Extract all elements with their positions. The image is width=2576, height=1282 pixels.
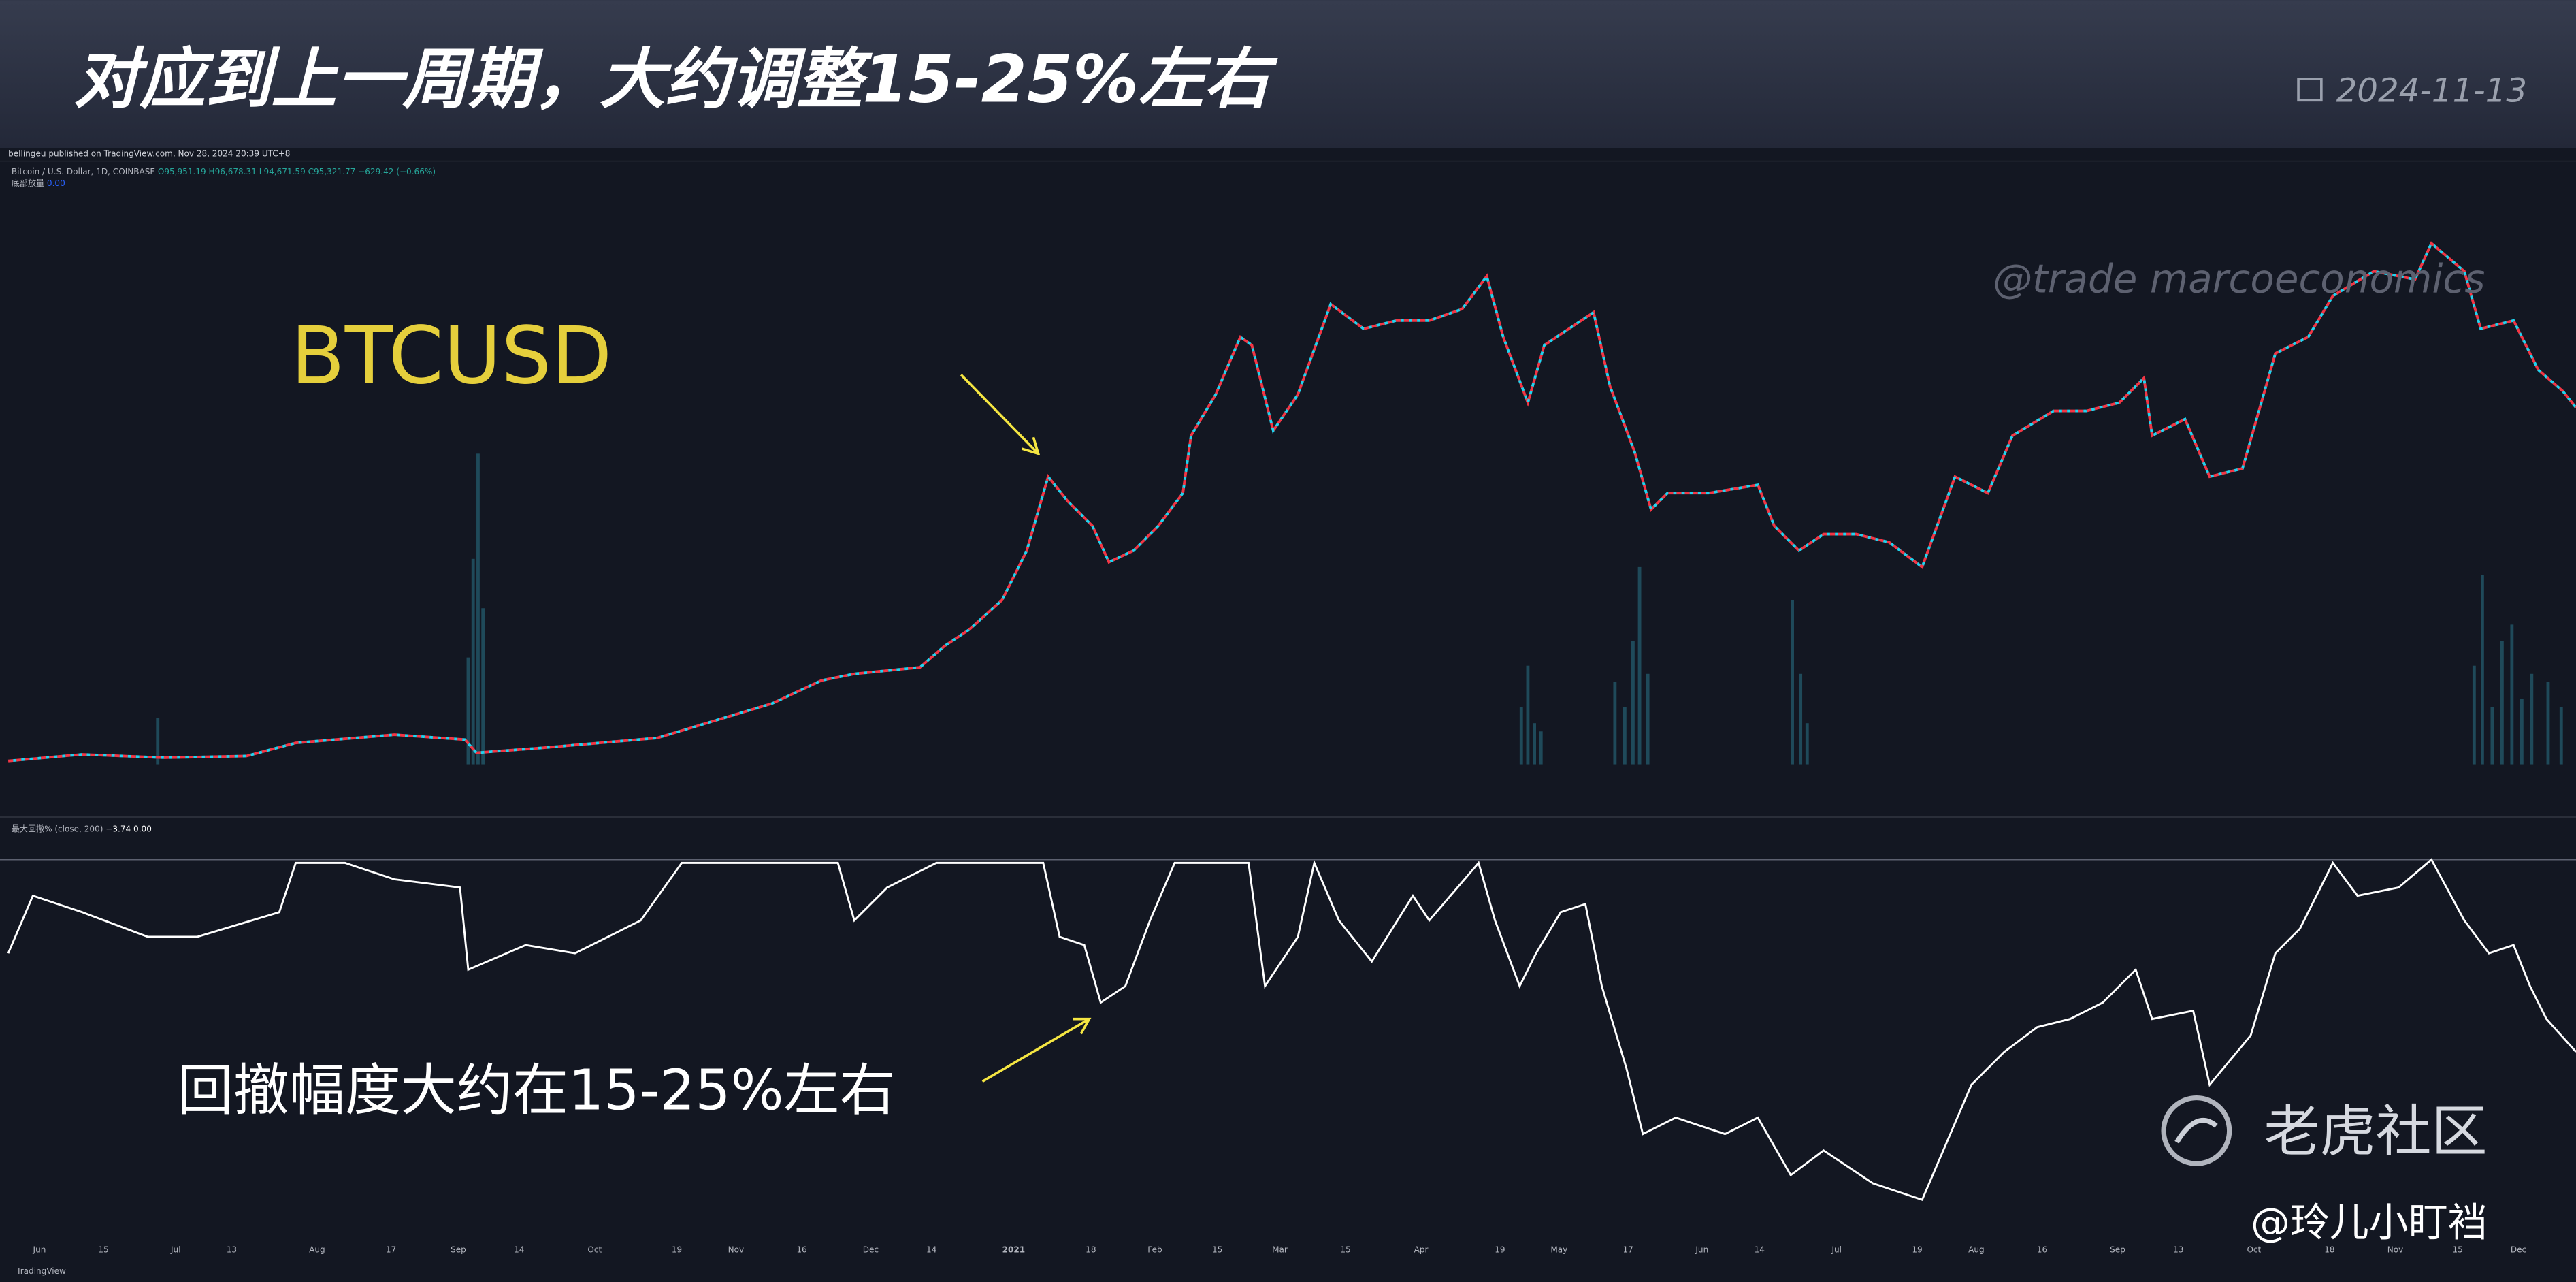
volume-line: 底部放量 0.00: [12, 178, 65, 188]
volume-bars: [156, 453, 2563, 765]
x-tick-label: 13: [2173, 1245, 2183, 1254]
low: L94,671.59: [259, 167, 306, 176]
x-tick-label: Nov: [728, 1245, 745, 1254]
x-tick-label: 2021: [1002, 1245, 1026, 1254]
x-tick-label: Aug: [1968, 1245, 1985, 1254]
high: H96,678.31: [209, 167, 257, 176]
chart-bg: [0, 148, 2576, 1282]
symbol: Bitcoin / U.S. Dollar, 1D, COINBASE: [12, 167, 155, 176]
logo: [2161, 1095, 2232, 1166]
brand: TradingView: [16, 1266, 66, 1276]
community: 老虎社区: [2264, 1100, 2487, 1164]
x-tick-label: Mar: [1272, 1245, 1288, 1254]
x-tick-label: Oct: [587, 1245, 602, 1254]
volume-label: 底部放量: [12, 178, 44, 188]
x-tick-label: 16: [796, 1245, 806, 1254]
open: O95,951.19: [158, 167, 206, 176]
indicator-value1: −3.74: [105, 824, 131, 834]
x-tick-label: 14: [1755, 1245, 1765, 1254]
calendar-icon: [2297, 78, 2323, 102]
x-tick-label: 19: [1495, 1245, 1505, 1254]
x-tick-label: 15: [1212, 1245, 1222, 1254]
arrow-top: [960, 374, 1041, 456]
x-tick-label: 17: [386, 1245, 396, 1254]
price-line-alt: [7, 241, 2576, 763]
x-tick-label: 19: [1912, 1245, 1922, 1254]
x-tick-label: 18: [1086, 1245, 1096, 1254]
x-tick-label: 15: [1340, 1245, 1350, 1254]
price-line: [7, 241, 2576, 763]
x-tick-label: 14: [514, 1245, 524, 1254]
x-tick-label: Nov: [2387, 1245, 2404, 1254]
price-label: BTCUSD: [291, 310, 612, 402]
x-tick-label: 19: [672, 1245, 682, 1254]
x-tick-label: Jul: [170, 1245, 181, 1254]
x-axis: Jun 15 Jul 13 Aug 17 Sep 14 Oct 19 Nov 16 Dec 14 2021 1…: [33, 1245, 2527, 1254]
x-tick-label: 15: [98, 1245, 108, 1254]
indicator-value2: 0.00: [133, 824, 152, 834]
publisher: bellingeu published on TradingView.com, …: [8, 148, 290, 158]
change: −629.42 (−0.66%): [358, 167, 436, 176]
x-tick-label: Dec: [863, 1245, 879, 1254]
x-tick-label: Aug: [309, 1245, 325, 1254]
indicator-name: 最大回撤% (close, 200): [12, 824, 103, 834]
arrow-bottom: [981, 1017, 1092, 1083]
volume-value: 0.00: [47, 178, 65, 188]
x-tick-label: Apr: [1414, 1245, 1429, 1254]
x-tick-label: Sep: [451, 1245, 466, 1254]
annotation: 回撤幅度大约在15-25%左右: [178, 1058, 896, 1123]
x-tick-label: Jun: [1695, 1245, 1708, 1254]
x-tick-label: Feb: [1147, 1245, 1162, 1254]
x-tick-label: 13: [227, 1245, 237, 1254]
author: @玲儿小盯裆: [2251, 1199, 2488, 1245]
x-tick-label: Sep: [2110, 1245, 2125, 1254]
title: 对应到上一周期，大约调整15-25%左右: [74, 41, 1279, 118]
x-tick-label: 15: [2453, 1245, 2463, 1254]
date: 2024-11-13: [2336, 72, 2528, 110]
x-tick-label: Jul: [1831, 1245, 1842, 1254]
x-tick-label: 18: [2324, 1245, 2334, 1254]
x-tick-label: 14: [926, 1245, 936, 1254]
drawdown-line: [7, 858, 2576, 1202]
header-bg: [0, 0, 2576, 148]
x-tick-label: 16: [2037, 1245, 2047, 1254]
x-tick-label: Jun: [33, 1245, 46, 1254]
x-tick-label: Oct: [2247, 1245, 2261, 1254]
watermark: @trade marcoeconomics: [1993, 256, 2485, 302]
close: C95,321.77: [308, 167, 356, 176]
x-tick-label: 17: [1623, 1245, 1633, 1254]
indicator-line: 最大回撤% (close, 200) −3.74 0.00: [12, 824, 152, 834]
symbol-line: Bitcoin / U.S. Dollar, 1D, COINBASE O95,…: [12, 167, 436, 176]
x-tick-label: May: [1550, 1245, 1567, 1254]
x-tick-label: Dec: [2511, 1245, 2526, 1254]
